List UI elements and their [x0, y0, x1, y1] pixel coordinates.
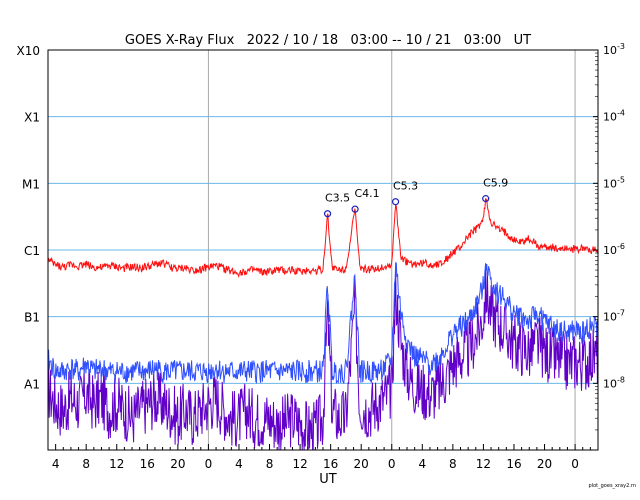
- class-label-c1: C1: [24, 244, 40, 258]
- axis-layer: X10 X1 M1 C1 B1 A1 10-3 10-4 10-5 10-6 10-7 10-8 4 8 1…: [17, 42, 625, 471]
- x-tick-label-12: 4: [418, 457, 426, 471]
- class-label-m1: M1: [22, 177, 40, 191]
- x-tick-label-17: 0: [571, 457, 579, 471]
- x-tick-label-16: 20: [537, 457, 552, 471]
- class-label-x10: X10: [17, 44, 41, 58]
- right-tick-label-3: 10-6: [603, 242, 625, 257]
- grid-layer: [48, 50, 598, 450]
- x-tick-label-5: 0: [205, 457, 213, 471]
- x-tick-label-8: 12: [292, 457, 307, 471]
- flare-label-1: C4.1: [354, 187, 379, 200]
- right-tick-label-5: 10-8: [603, 375, 625, 390]
- x-tick-label-6: 4: [235, 457, 243, 471]
- chart-title: GOES X-Ray Flux 2022 / 10 / 18 03:00 -- …: [125, 33, 531, 48]
- right-tick-label-2: 10-5: [603, 175, 625, 190]
- series-long-channel: [47, 198, 599, 279]
- x-tick-label-4: 20: [170, 457, 185, 471]
- class-label-a1: A1: [24, 377, 40, 391]
- x-tick-label-10: 20: [354, 457, 369, 471]
- x-tick-label-3: 16: [140, 457, 155, 471]
- series-short-channel: [47, 263, 599, 451]
- series-short-channel-overlay: [47, 261, 599, 385]
- class-label-x1: X1: [24, 111, 40, 125]
- flare-marker-2: [391, 198, 400, 206]
- flare-marker-1: [351, 205, 359, 213]
- flare-marker-0: [323, 210, 332, 218]
- x-tick-label-9: 16: [323, 457, 338, 471]
- x-tick-label-11: 0: [388, 457, 396, 471]
- flare-label-3: C5.9: [483, 177, 508, 190]
- flare-label-0: C3.5: [325, 192, 350, 205]
- x-tick-label-7: 8: [266, 457, 274, 471]
- x-tick-label-1: 8: [82, 457, 90, 471]
- x-tick-label-13: 8: [449, 457, 457, 471]
- class-label-b1: B1: [24, 311, 40, 325]
- x-tick-label-0: 4: [52, 457, 60, 471]
- credit-text: plot_goes_xray2.rn: [589, 483, 636, 489]
- right-tick-label-0: 10-3: [603, 42, 625, 57]
- x-tick-label-15: 16: [506, 457, 521, 471]
- flare-label-2: C5.3: [393, 180, 418, 193]
- right-tick-label-1: 10-4: [603, 109, 625, 124]
- flare-marker-3: [482, 195, 490, 203]
- flare-layer: C3.5 C4.1 C5.3 C5.9: [323, 177, 508, 218]
- right-tick-label-4: 10-7: [603, 309, 625, 324]
- series-layer: [47, 198, 599, 451]
- x-tick-label-14: 12: [476, 457, 491, 471]
- x-axis-label: UT: [319, 472, 337, 487]
- x-tick-label-2: 12: [109, 457, 124, 471]
